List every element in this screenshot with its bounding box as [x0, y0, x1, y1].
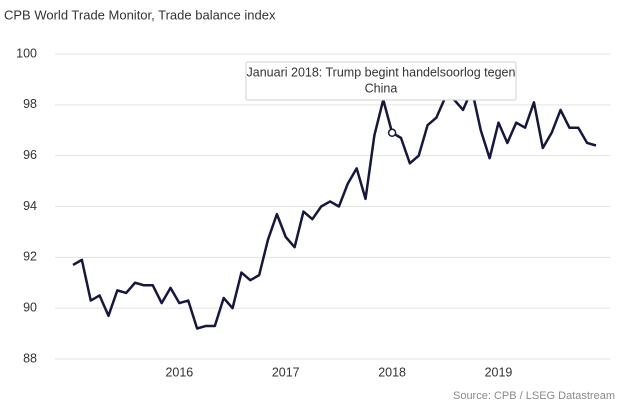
y-tick-label: 94 — [23, 199, 37, 213]
source-note: Source: CPB / LSEG Datastream — [453, 390, 615, 402]
x-tick-label: 2018 — [378, 365, 406, 379]
annotation: Januari 2018: Trump begint handelsoorlog… — [245, 61, 517, 101]
data-line — [72, 88, 597, 330]
y-tick-label: 100 — [16, 46, 37, 60]
y-tick-label: 92 — [23, 250, 37, 264]
y-tick-label: 96 — [23, 148, 37, 162]
annotation-box — [245, 61, 517, 101]
annotation-text: Januari 2018: Trump begint handelsoorlog… — [247, 65, 516, 79]
annotation-point — [387, 128, 397, 138]
y-tick-label: 98 — [23, 97, 37, 111]
annotation-text: China — [365, 81, 398, 95]
x-tick-label: 2019 — [485, 365, 513, 379]
chart-title: CPB World Trade Monitor, Trade balance i… — [4, 7, 276, 22]
x-tick-label: 2017 — [272, 365, 300, 379]
x-tick-label: 2016 — [165, 365, 193, 379]
y-tick-label: 88 — [23, 351, 37, 365]
y-tick-label: 90 — [23, 300, 37, 314]
